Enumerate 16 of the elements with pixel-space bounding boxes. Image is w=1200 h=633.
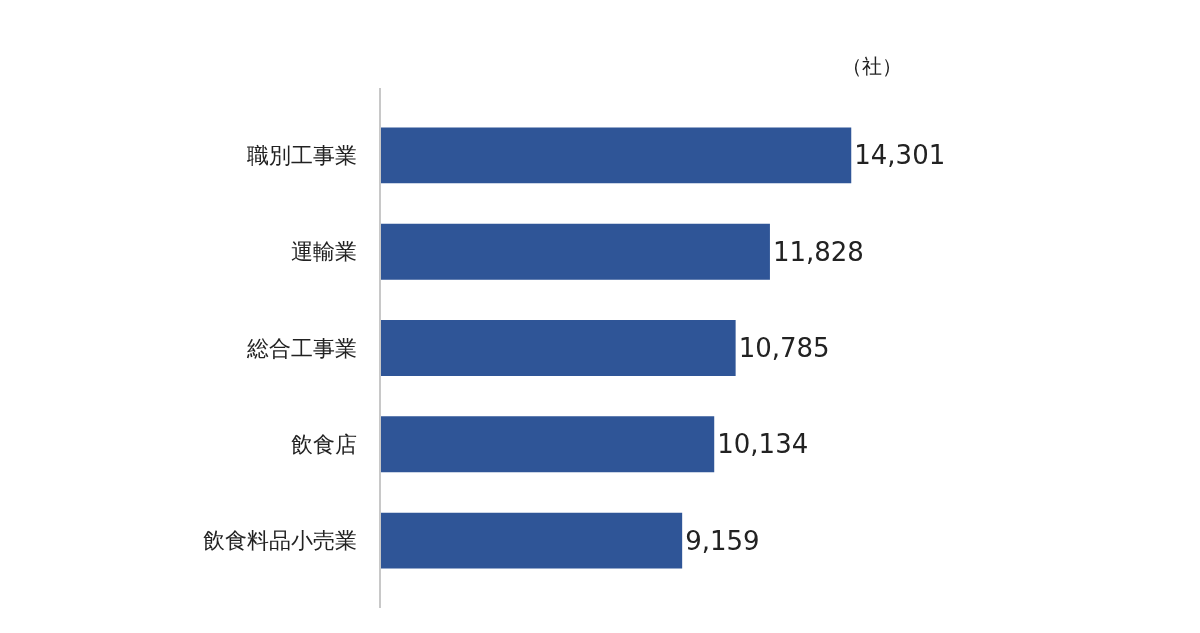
bar [381, 320, 736, 376]
y-tick-label: 飲食料品小売業 [202, 528, 357, 554]
bar [381, 223, 770, 280]
y-tick-label: 職別工事業 [246, 143, 357, 169]
data-label: 14,301 [854, 140, 946, 171]
data-label: 10,785 [738, 333, 830, 363]
bar [381, 416, 715, 473]
data-label: 9,159 [685, 525, 760, 556]
y-tick-label: 総合工事業 [245, 335, 357, 361]
bar [381, 512, 683, 569]
y-tick-label: 運輸業 [290, 239, 357, 265]
y-tick-label: 飲食店 [290, 432, 357, 457]
bar [381, 127, 852, 184]
data-label: 10,134 [717, 429, 809, 460]
text: （社） [842, 54, 902, 78]
data-label: 11,828 [772, 236, 864, 267]
